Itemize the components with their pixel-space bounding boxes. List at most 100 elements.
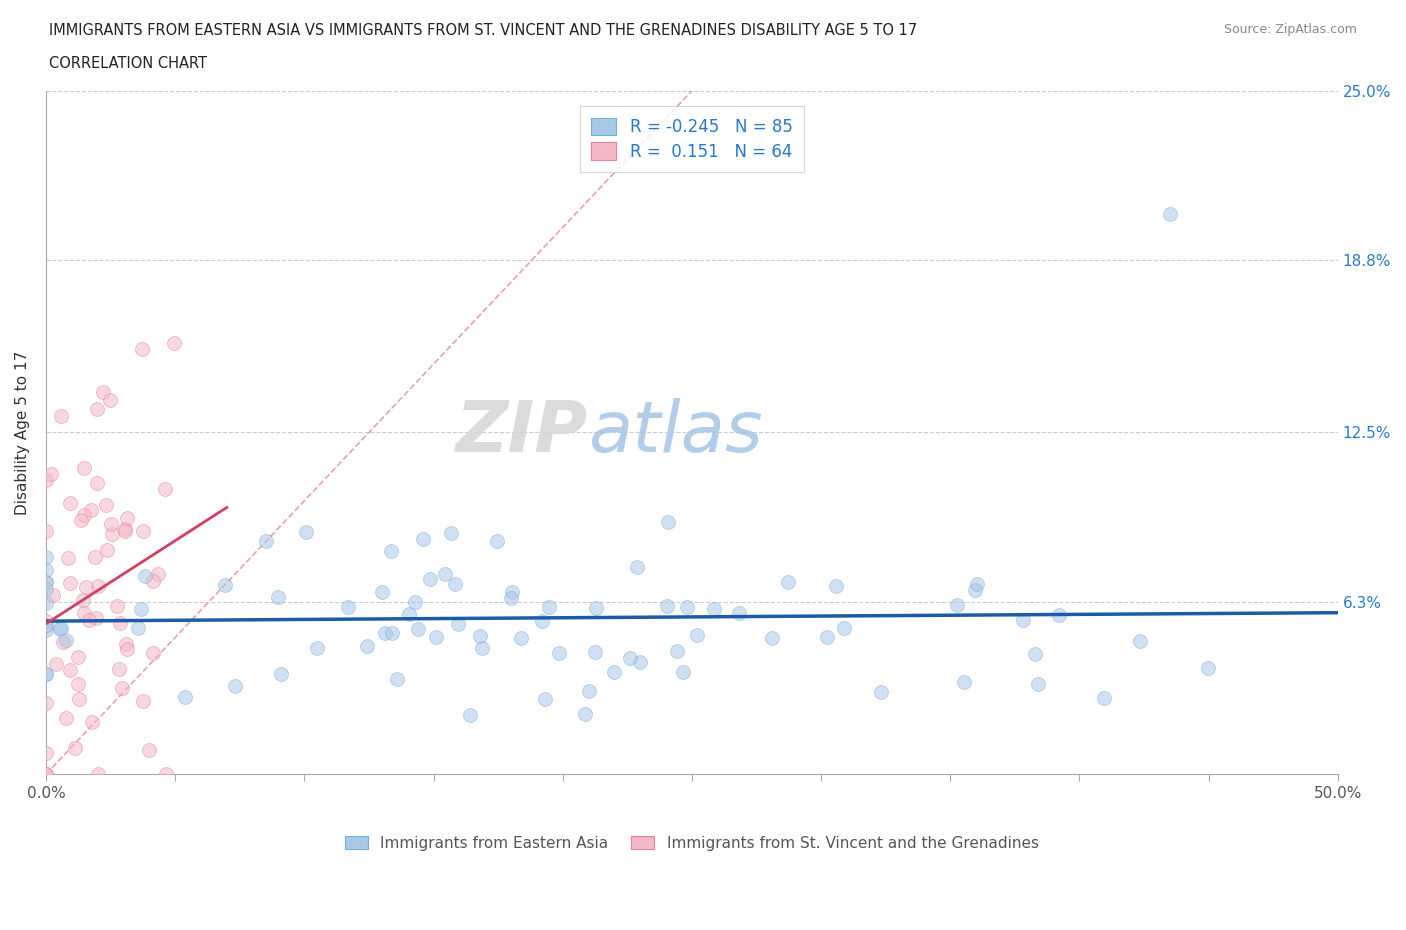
Point <box>458 708 481 723</box>
Legend: Immigrants from Eastern Asia, Immigrants from St. Vincent and the Grenadines: Immigrants from Eastern Asia, Immigrants… <box>339 830 1045 857</box>
Point <box>404 595 426 610</box>
Point <box>35 575 58 590</box>
Point <box>447 617 470 631</box>
Point <box>59 662 82 677</box>
Point <box>655 599 678 614</box>
Point <box>374 625 396 640</box>
Point <box>703 602 725 617</box>
Point <box>86 475 108 490</box>
Point <box>114 524 136 538</box>
Point <box>657 514 679 529</box>
Point <box>111 680 134 695</box>
Point <box>619 650 641 665</box>
Point <box>35 766 58 781</box>
Point <box>114 522 136 537</box>
Point <box>626 560 648 575</box>
Point <box>870 684 893 699</box>
Point <box>129 602 152 617</box>
Point <box>35 622 58 637</box>
Point <box>35 667 58 682</box>
Point <box>146 566 169 581</box>
Point <box>107 662 129 677</box>
Point <box>381 625 404 640</box>
Point <box>55 633 77 648</box>
Point <box>87 766 110 781</box>
Point <box>406 622 429 637</box>
Point <box>39 467 62 482</box>
Point <box>1159 206 1181 221</box>
Point <box>73 460 96 475</box>
Point <box>574 707 596 722</box>
Point <box>547 645 569 660</box>
Point <box>471 641 494 656</box>
Text: Source: ZipAtlas.com: Source: ZipAtlas.com <box>1223 23 1357 36</box>
Point <box>485 534 508 549</box>
Point <box>42 588 65 603</box>
Point <box>1129 633 1152 648</box>
Point <box>96 498 118 512</box>
Point <box>35 745 58 760</box>
Point <box>87 578 110 593</box>
Point <box>163 335 186 350</box>
Point <box>35 563 58 578</box>
Text: atlas: atlas <box>589 398 763 467</box>
Point <box>531 614 554 629</box>
Point <box>398 606 420 621</box>
Point <box>35 618 58 633</box>
Point <box>72 592 94 607</box>
Point <box>578 684 600 698</box>
Point <box>728 605 751 620</box>
Point <box>84 550 107 565</box>
Point <box>73 508 96 523</box>
Point <box>142 574 165 589</box>
Point <box>35 581 58 596</box>
Point <box>52 635 75 650</box>
Point <box>1047 607 1070 622</box>
Point <box>224 679 246 694</box>
Point <box>1011 613 1033 628</box>
Point <box>254 534 277 549</box>
Point <box>35 766 58 781</box>
Point <box>585 601 607 616</box>
Point <box>131 341 153 356</box>
Point <box>444 577 467 591</box>
Point <box>307 641 329 656</box>
Point <box>686 627 709 642</box>
Point <box>966 577 988 591</box>
Point <box>214 578 236 592</box>
Point <box>86 402 108 417</box>
Point <box>45 657 67 671</box>
Point <box>67 676 90 691</box>
Point <box>155 766 177 781</box>
Point <box>142 645 165 660</box>
Point <box>56 551 79 565</box>
Point <box>510 631 533 646</box>
Point <box>1024 646 1046 661</box>
Point <box>538 600 561 615</box>
Point <box>672 664 695 679</box>
Point <box>35 523 58 538</box>
Point <box>778 574 800 589</box>
Point <box>440 525 463 540</box>
Point <box>356 639 378 654</box>
Text: ZIP: ZIP <box>457 398 589 467</box>
Point <box>825 578 848 593</box>
Point <box>425 630 447 644</box>
Point <box>96 543 118 558</box>
Point <box>77 613 100 628</box>
Point <box>499 591 522 605</box>
Point <box>953 674 976 689</box>
Point <box>35 667 58 682</box>
Point <box>110 616 132 631</box>
Point <box>965 582 987 597</box>
Point <box>134 569 156 584</box>
Point <box>1197 660 1219 675</box>
Point <box>70 512 93 527</box>
Point <box>1092 691 1115 706</box>
Point <box>35 618 58 632</box>
Point <box>583 644 606 659</box>
Point <box>603 665 626 680</box>
Point <box>533 692 555 707</box>
Point <box>666 644 689 658</box>
Point <box>55 711 77 725</box>
